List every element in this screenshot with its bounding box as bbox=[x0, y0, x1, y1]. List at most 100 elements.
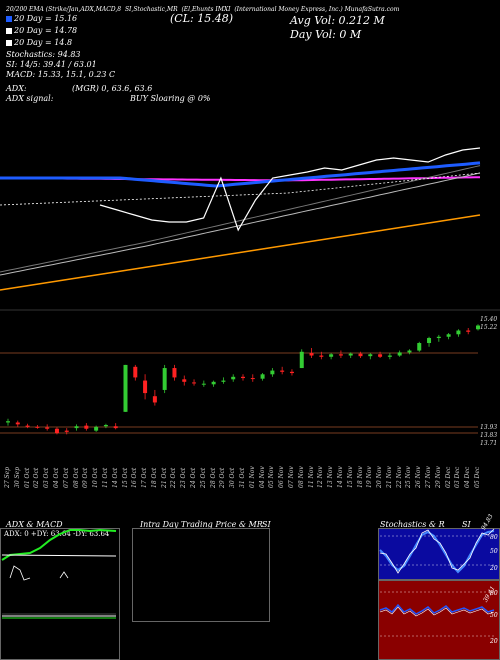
stoch-d-line bbox=[379, 528, 495, 574]
intra-si-label: SI bbox=[262, 520, 271, 529]
si-signal-line bbox=[379, 606, 495, 617]
stoch-k-line bbox=[379, 530, 495, 574]
candle-body bbox=[221, 380, 226, 382]
white-price-line bbox=[99, 147, 481, 232]
price-label-1: 15.40 bbox=[480, 316, 498, 323]
candle-body bbox=[133, 366, 138, 378]
ema30-label: 20 Day = 14.78 bbox=[6, 26, 77, 35]
price-label-4: 13.83 bbox=[480, 432, 498, 439]
price-label-5: 13.71 bbox=[480, 440, 498, 447]
adx-minus-line bbox=[9, 565, 69, 581]
stoch-tick-80: 80 bbox=[490, 534, 498, 541]
candle-body bbox=[6, 421, 10, 423]
candle-body bbox=[250, 378, 255, 380]
buy-signal: BUY Sloaring @ 0% bbox=[130, 94, 211, 103]
stoch-si-label: SI bbox=[462, 520, 471, 529]
price-label-2: 15.22 bbox=[480, 324, 498, 331]
candle-body bbox=[368, 354, 373, 357]
day-volume: Day Vol: 0 M bbox=[290, 28, 362, 41]
candle-body bbox=[270, 370, 275, 375]
adx-green-line bbox=[1, 528, 117, 561]
candle-body bbox=[338, 354, 343, 356]
candle-body bbox=[172, 368, 177, 378]
orange-ma-line bbox=[0, 214, 481, 291]
intra-panel-title: Intra Day Trading Price & MR bbox=[140, 520, 263, 529]
candle-body bbox=[299, 351, 304, 369]
candle-body bbox=[192, 382, 197, 384]
candle-body bbox=[35, 426, 40, 428]
white-square-icon bbox=[6, 40, 12, 46]
candle-body bbox=[113, 426, 118, 429]
candle-body bbox=[25, 425, 30, 427]
si-panel bbox=[378, 580, 500, 660]
candle-body bbox=[64, 430, 69, 432]
stoch-tick-20: 20 bbox=[490, 565, 498, 572]
candle-body bbox=[309, 353, 314, 356]
candle-body bbox=[152, 396, 157, 403]
candle-body bbox=[231, 376, 236, 380]
candle-body bbox=[476, 325, 480, 330]
candle-body bbox=[182, 379, 187, 382]
candle-body bbox=[436, 336, 441, 339]
candle-body bbox=[329, 354, 334, 357]
candle-body bbox=[260, 374, 265, 379]
adx-label: ADX: bbox=[6, 84, 27, 93]
adx-white-line bbox=[1, 554, 117, 557]
candle-body bbox=[123, 364, 128, 412]
candle-body bbox=[446, 334, 451, 337]
avg-volume: Avg Vol: 0.212 M bbox=[290, 14, 385, 27]
white-dotted-ma-line bbox=[0, 172, 481, 206]
candle-body bbox=[162, 368, 167, 390]
candle-body bbox=[378, 354, 383, 357]
candle-body bbox=[289, 371, 294, 374]
blue-ma-line bbox=[0, 161, 481, 188]
candle-body bbox=[456, 330, 461, 335]
candle-body bbox=[417, 343, 422, 351]
candle-body bbox=[241, 376, 245, 379]
si-tick-20: 20 bbox=[490, 638, 498, 645]
close-price: (CL: 15.48) bbox=[170, 12, 233, 25]
stoch-panel-title: Stochastics & R bbox=[380, 520, 445, 529]
candle-body bbox=[211, 381, 216, 385]
grey-ma-line-2 bbox=[0, 165, 481, 273]
ema50-label: 20 Day = 14.8 bbox=[6, 38, 72, 47]
candle-body bbox=[427, 338, 432, 344]
adx-panel-title: ADX & MACD bbox=[6, 520, 63, 529]
adx-values-readout: ADX: 0 +DY: 63.64 -DY: 63.64 bbox=[4, 530, 110, 538]
intra-panel bbox=[132, 528, 270, 622]
candle-body bbox=[54, 428, 59, 434]
candle-body bbox=[201, 383, 206, 385]
price-label-3: 13.93 bbox=[480, 424, 498, 431]
si-label: SI: 14/5: 39.41 / 63.01 bbox=[6, 60, 97, 69]
stoch-tick-50: 50 bbox=[490, 548, 498, 555]
white-square-icon bbox=[6, 28, 12, 34]
si-tick-50: 50 bbox=[490, 612, 498, 619]
price-chart bbox=[0, 147, 500, 435]
adx-signal-label: ADX signal: bbox=[6, 94, 54, 103]
grey-ma-line-1 bbox=[0, 172, 481, 276]
si-line bbox=[379, 603, 495, 615]
candle-body bbox=[103, 424, 108, 427]
blue-square-icon bbox=[6, 16, 12, 22]
candle-body bbox=[319, 355, 324, 357]
si-tick-80: 80 bbox=[490, 590, 498, 597]
adx-panel bbox=[0, 528, 120, 660]
topline: 20/200 EMA (Strike/Jan,ADX,MACD,8 SI,Sto… bbox=[6, 6, 400, 13]
adx-values: (MGR) 0, 63.6, 63.6 bbox=[72, 84, 153, 93]
candle-body bbox=[397, 352, 402, 356]
stoch-label: Stochastics: 94.83 bbox=[6, 50, 81, 59]
candle-body bbox=[15, 422, 20, 425]
candle-body bbox=[94, 426, 99, 431]
candle-body bbox=[74, 426, 79, 429]
candle-body bbox=[407, 350, 412, 353]
candle-body bbox=[143, 380, 148, 394]
candle-body bbox=[84, 425, 89, 429]
candle-body bbox=[280, 370, 285, 372]
macd-label: MACD: 15.33, 15.1, 0.23 C bbox=[6, 70, 116, 79]
ema20-label: 20 Day = 15.16 bbox=[6, 14, 77, 23]
candle-body bbox=[387, 355, 392, 357]
candle-body bbox=[348, 353, 353, 356]
candle-body bbox=[466, 330, 471, 332]
candle-body bbox=[45, 427, 50, 429]
